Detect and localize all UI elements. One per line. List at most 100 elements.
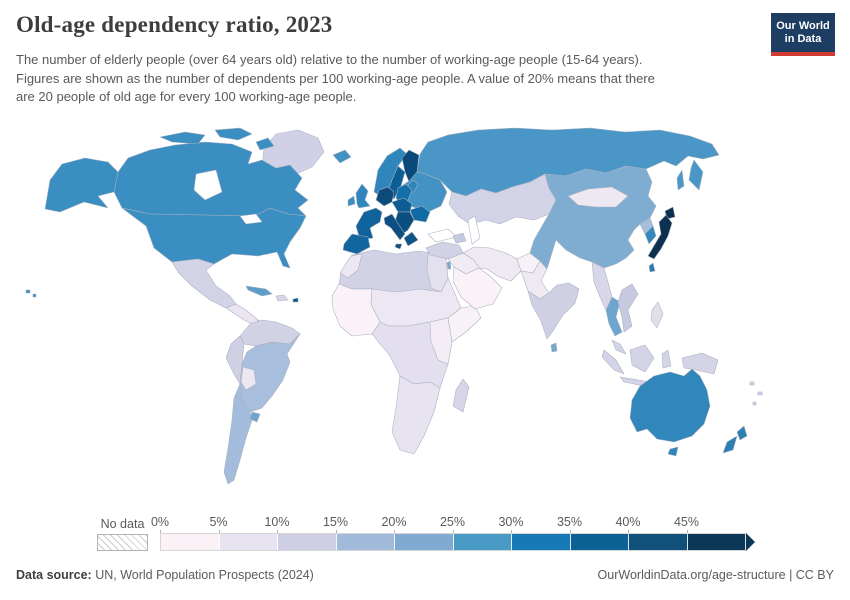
region-east-africa[interactable] <box>429 317 453 365</box>
footer-attribution: OurWorldinData.org/age-structure | CC BY <box>597 568 834 582</box>
country-uk[interactable] <box>355 183 371 209</box>
chart-footer: Data source: UN, World Population Prospe… <box>16 568 834 582</box>
owid-logo[interactable]: Our World in Data <box>771 13 835 56</box>
subtitle-line-3: are 20 people of old age for every 100 w… <box>16 89 357 104</box>
country-japan-main[interactable] <box>647 214 673 260</box>
country-uruguay[interactable] <box>249 411 261 423</box>
legend-bin-0-5%[interactable] <box>161 534 220 550</box>
legend-tick-label: 10% <box>264 515 290 529</box>
owid-logo-line-2: in Data <box>784 33 822 45</box>
legend-tick-mark <box>394 530 395 533</box>
country-new-zealand-south[interactable] <box>722 435 738 454</box>
legend-bin-25-30%[interactable] <box>453 534 512 550</box>
hudson-bay <box>193 169 223 201</box>
no-data-hatch-swatch[interactable] <box>97 534 148 551</box>
legend-bar-row <box>160 533 755 551</box>
country-hispaniola[interactable] <box>275 294 289 302</box>
footer-source-label: Data source: <box>16 568 92 582</box>
country-indonesia-sulawesi[interactable] <box>661 349 672 369</box>
legend-no-data[interactable]: No data <box>97 517 148 551</box>
country-mongolia[interactable] <box>567 186 629 208</box>
footer-source: Data source: UN, World Population Prospe… <box>16 568 314 582</box>
country-south-korea[interactable] <box>644 225 657 245</box>
country-iran[interactable] <box>462 246 522 282</box>
legend-tick-label: 20% <box>381 515 407 529</box>
legend-color-scale: 0% 5% 10% 15% 20% 25% 30% 35% 40% 45% <box>151 515 755 551</box>
country-china[interactable] <box>529 165 657 270</box>
black-sea <box>427 228 458 243</box>
country-indonesia-borneo[interactable] <box>629 344 655 373</box>
legend-bin-45%+[interactable] <box>687 534 746 550</box>
legend-tick-mark <box>160 530 161 533</box>
great-lakes <box>239 213 263 225</box>
region-central-europe[interactable] <box>391 197 413 213</box>
country-australia[interactable] <box>629 368 711 443</box>
legend-bin-30-35%[interactable] <box>512 534 571 550</box>
country-morocco[interactable] <box>339 253 363 279</box>
legend-bin-35-40%[interactable] <box>570 534 629 550</box>
legend-tick-label: 40% <box>615 515 641 529</box>
map-legend: No data 0% 5% 10% 15% 20% 25% 30% 35% 40% 45% <box>97 515 755 551</box>
country-new-guinea[interactable] <box>681 352 719 375</box>
country-france[interactable] <box>355 207 383 241</box>
legend-tick-mark <box>452 530 454 533</box>
country-madagascar[interactable] <box>452 378 470 413</box>
country-bolivia-paraguay[interactable] <box>240 366 257 391</box>
country-australia-tasmania[interactable] <box>667 446 679 457</box>
country-italy[interactable] <box>383 213 406 250</box>
country-india[interactable] <box>527 282 580 340</box>
region-central-america[interactable] <box>225 303 259 327</box>
country-peru-ecuador[interactable] <box>225 335 245 385</box>
country-myanmar[interactable] <box>591 261 613 311</box>
country-vietnam[interactable] <box>617 283 639 333</box>
country-thailand[interactable] <box>605 296 623 337</box>
country-sri-lanka[interactable] <box>550 342 558 353</box>
legend-tick-mark <box>628 530 629 533</box>
country-ireland[interactable] <box>347 195 356 207</box>
country-canada-arctic-island[interactable] <box>255 137 275 151</box>
legend-tick-mark <box>277 530 278 533</box>
country-argentina-chile[interactable] <box>223 383 253 485</box>
country-iceland[interactable] <box>332 149 352 164</box>
country-taiwan[interactable] <box>648 262 656 273</box>
legend-bin-20-25%[interactable] <box>395 534 454 550</box>
owid-logo-line-1: Our World <box>776 20 830 32</box>
country-israel[interactable] <box>446 260 452 270</box>
legend-tick-mark <box>569 530 571 533</box>
subtitle-line-2: Figures are shown as the number of depen… <box>16 70 655 86</box>
country-philippines[interactable] <box>650 301 664 329</box>
country-canada-arctic-island[interactable] <box>159 131 206 145</box>
country-russia-sakhalin[interactable] <box>676 169 685 191</box>
legend-bin-5-10%[interactable] <box>219 534 278 550</box>
legend-bin-10-15%[interactable] <box>278 534 337 550</box>
country-germany[interactable] <box>375 186 395 207</box>
country-new-zealand-north[interactable] <box>736 425 748 441</box>
legend-tick-label: 5% <box>209 515 228 529</box>
country-greece[interactable] <box>403 231 419 247</box>
country-usa-alaska[interactable] <box>44 157 119 213</box>
region-iberia[interactable] <box>342 233 371 255</box>
country-puerto-rico[interactable] <box>292 297 299 303</box>
country-usa[interactable] <box>121 207 307 269</box>
region-pacific-islands[interactable] <box>749 381 763 406</box>
page-title: Old-age dependency ratio, 2023 <box>16 12 333 37</box>
region-southern-africa[interactable] <box>391 375 441 455</box>
legend-tick-label: 35% <box>556 515 583 529</box>
subtitle-line-1: The number of elderly people (over 64 ye… <box>16 52 643 67</box>
country-indonesia-sumatra[interactable] <box>601 349 625 375</box>
country-cuba[interactable] <box>245 285 273 297</box>
region-arabia[interactable] <box>452 266 503 310</box>
country-canada-arctic-island[interactable] <box>214 127 253 141</box>
legend-tick-label: 15% <box>322 515 349 529</box>
country-malaysia[interactable] <box>611 339 627 355</box>
country-usa-hawaii[interactable] <box>25 289 37 298</box>
country-russia-kamchatka[interactable] <box>688 159 704 191</box>
region-caucasus[interactable] <box>452 232 467 244</box>
legend-bin-15-20%[interactable] <box>336 534 395 550</box>
caspian-sea <box>467 215 481 245</box>
legend-bin-40-45%[interactable] <box>629 534 688 550</box>
region-northern-south-america[interactable] <box>239 319 301 347</box>
footer-source-text: UN, World Population Prospects (2024) <box>95 568 314 582</box>
country-mexico[interactable] <box>171 258 237 309</box>
